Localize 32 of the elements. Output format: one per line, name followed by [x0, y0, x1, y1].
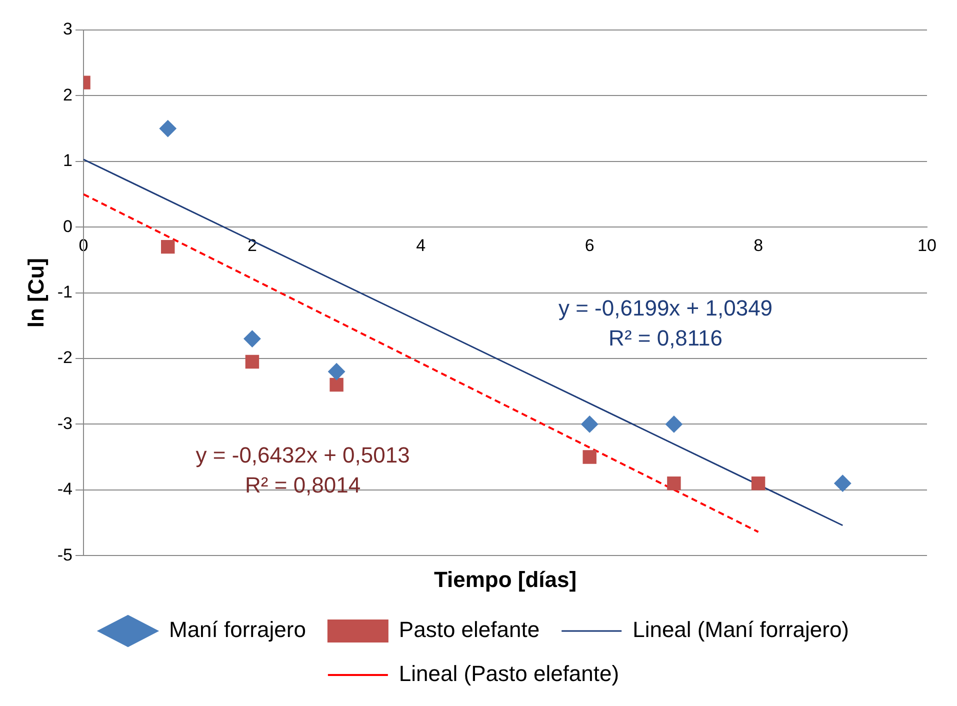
y-tick-label: 0	[63, 216, 73, 236]
point	[245, 354, 260, 369]
legend-label: Lineal (Maní forrajero)	[632, 617, 850, 642]
x-tick-label: 4	[416, 236, 426, 255]
point	[667, 476, 681, 490]
y-tick-label: -1	[57, 282, 73, 302]
y-tick-label: -4	[57, 480, 73, 499]
y-tick-label: 1	[63, 151, 73, 170]
point	[582, 450, 596, 464]
y-tick-label: 2	[63, 85, 73, 104]
point	[834, 474, 852, 492]
y-tick-label: -3	[57, 414, 73, 433]
annotation: y = -0,6199x + 1,0349 R² = 0,8116	[558, 295, 773, 350]
point	[581, 416, 598, 433]
legend-label: Lineal (Pasto elefante)	[398, 661, 620, 686]
x-tick-label: 10	[918, 236, 936, 255]
point	[244, 330, 261, 348]
point	[751, 476, 766, 490]
legend-label: Maní forrajero	[168, 617, 306, 642]
y-tick-label: -2	[57, 348, 73, 368]
y-tick-label: -5	[57, 545, 73, 564]
legend-label: Pasto elefante	[398, 617, 540, 642]
point	[665, 416, 682, 433]
y-tick-label: 3	[63, 20, 73, 39]
point	[328, 363, 346, 380]
y-axis-title: ln [Cu]	[23, 258, 48, 328]
x-axis-title: Tiempo [días]	[434, 566, 577, 592]
point	[330, 378, 344, 392]
x-tick-label: 6	[584, 236, 594, 255]
point	[161, 240, 175, 254]
x-tick-label: 8	[754, 236, 764, 255]
point	[159, 120, 176, 138]
